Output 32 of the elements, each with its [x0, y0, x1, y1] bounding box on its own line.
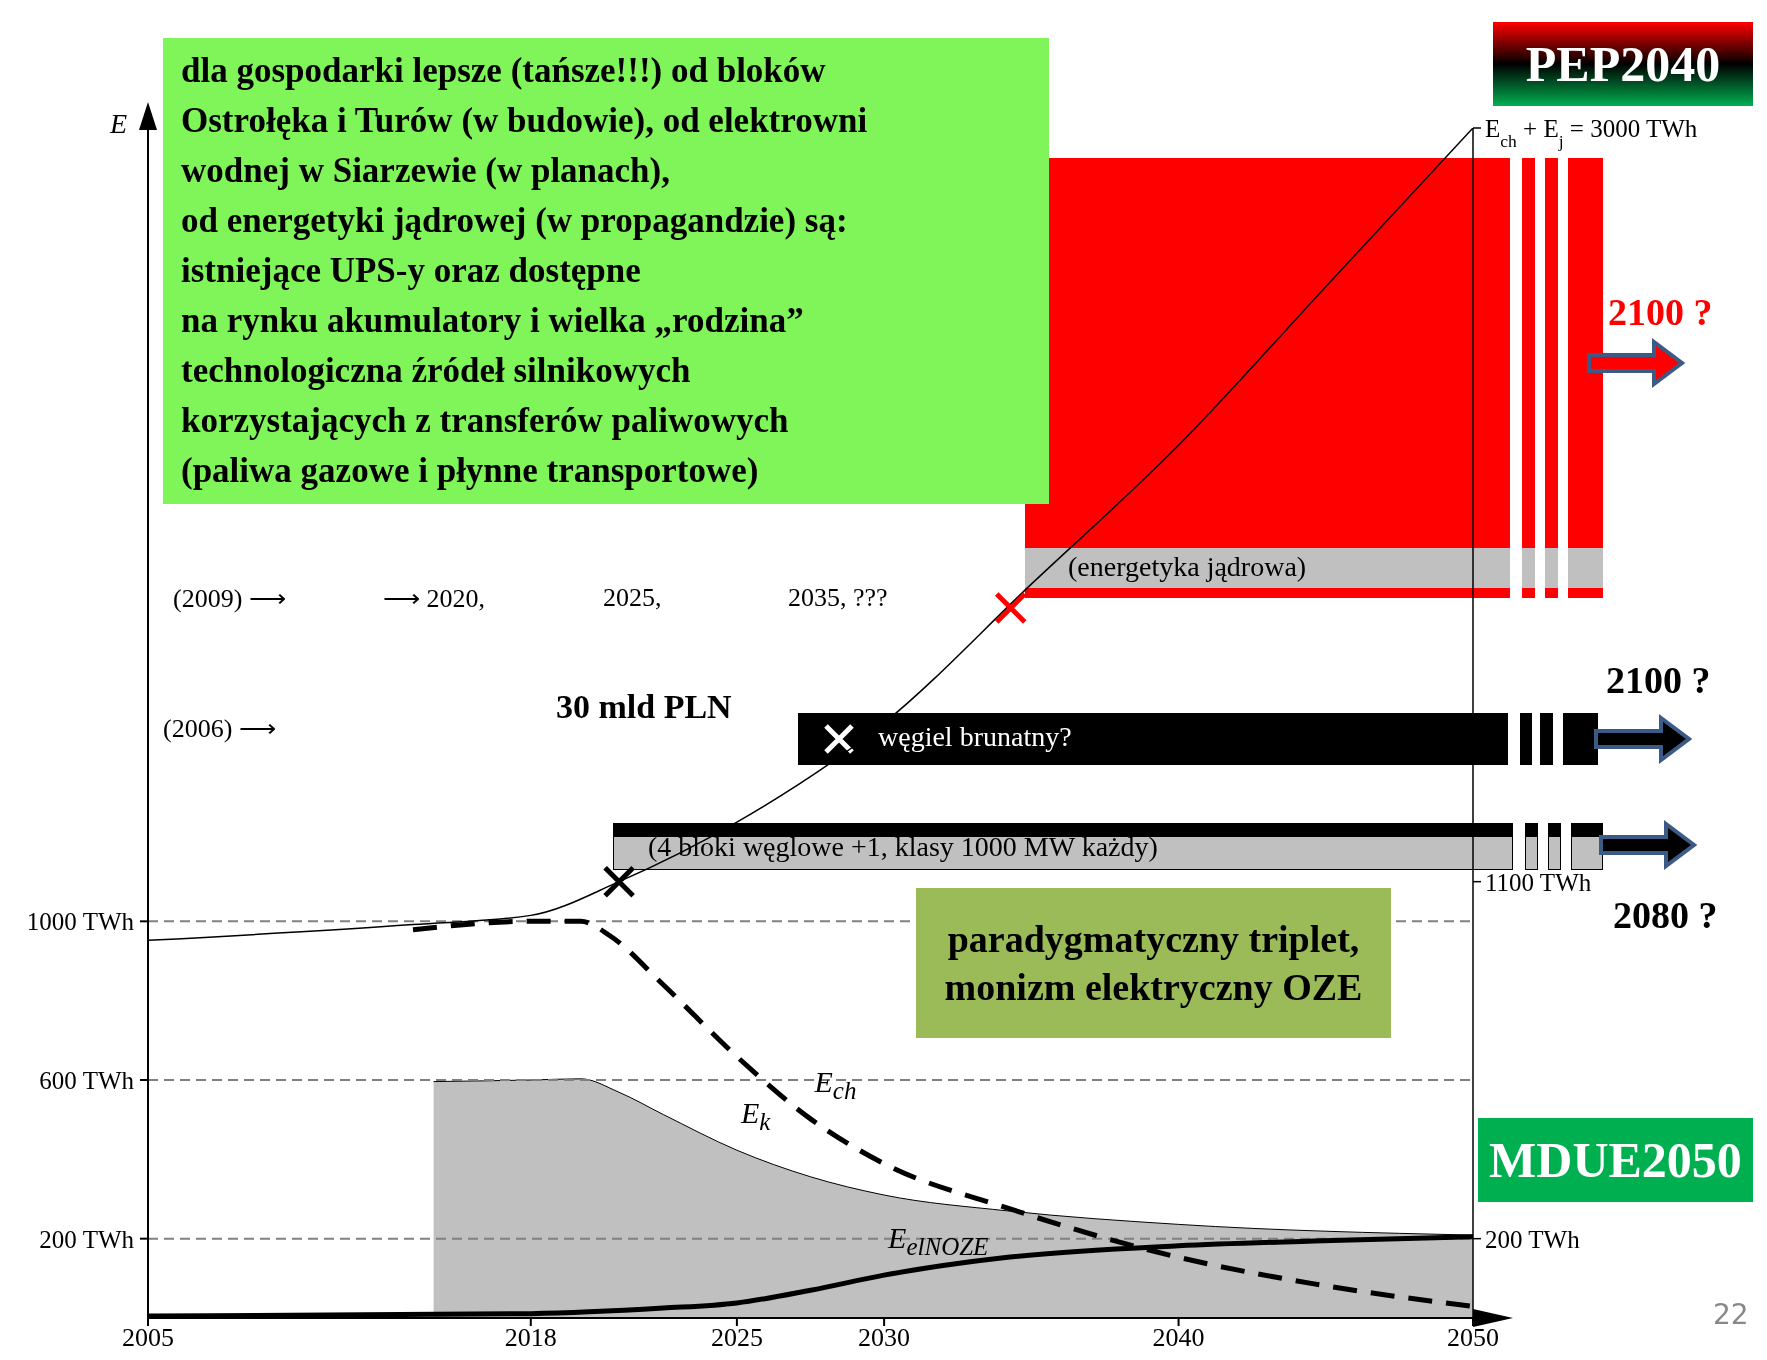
- text-box: paradygmatyczny triplet, monizm elektryczny OZE: [916, 888, 1391, 1038]
- text: 2080 ?: [1613, 893, 1718, 937]
- text-box: MDUE2050: [1478, 1118, 1753, 1202]
- y2-tick-label: E$_{ch}$ + E$_{j}$ = 3000 TWh: [1485, 115, 1698, 151]
- y-tick-label: 600 TWh: [39, 1067, 135, 1094]
- x-tick-label: 2050: [1447, 1323, 1499, 1353]
- y-axis-title: E: [110, 108, 128, 140]
- annotation: 2025,: [603, 583, 662, 613]
- text: 2100 ?: [1608, 290, 1713, 334]
- x-tick-label: 2025: [710, 1323, 763, 1353]
- annotation: (2009) ⟶: [173, 583, 286, 614]
- y-tick-label: 200 TWh: [39, 1225, 135, 1253]
- y2-tick-label: 1100 TWh: [1485, 868, 1592, 896]
- text-box: dla gospodarki lepsze (tańsze!!!) od bloków Ostrołęka i Turów (w budowie), od elektrowni wodnej w Siarzewie (w planach), od energetyki jądrowej (w propagandzie) są: istniejące UPS-y oraz dostępne na rynku akumulatory i wielka „rodzina” technologiczna źródeł silnikowych korzystających z transferów paliwowych (paliwa gazowe i płynne transportowe): [163, 38, 1049, 504]
- text: 22: [1713, 1298, 1749, 1331]
- x-tick-label: 2040: [1152, 1323, 1205, 1353]
- annotation: 2035, ???: [788, 583, 888, 613]
- annotation: węgiel brunatny?: [878, 721, 1072, 753]
- series-label: E$_{ch}$: [814, 1064, 857, 1105]
- annotation: (energetyka jądrowa): [1068, 551, 1307, 583]
- x-tick-label: 2018: [504, 1323, 557, 1353]
- series-label: E$_{elNOZE}$: [888, 1221, 989, 1262]
- y-tick-label: 1000 TWh: [26, 908, 135, 936]
- text-box: PEP2040: [1493, 22, 1753, 106]
- series-label: E$_{k}$: [740, 1096, 771, 1137]
- x-tick-label: 2005: [122, 1323, 174, 1353]
- text: 2100 ?: [1606, 658, 1711, 702]
- y2-tick-label: 200 TWh: [1485, 1225, 1581, 1253]
- annotation: ⟶ 2020,: [383, 583, 485, 614]
- annotation: (2006) ⟶: [163, 713, 276, 744]
- x-tick-label: 2030: [858, 1323, 911, 1353]
- annotation: 30 mld PLN: [556, 688, 732, 726]
